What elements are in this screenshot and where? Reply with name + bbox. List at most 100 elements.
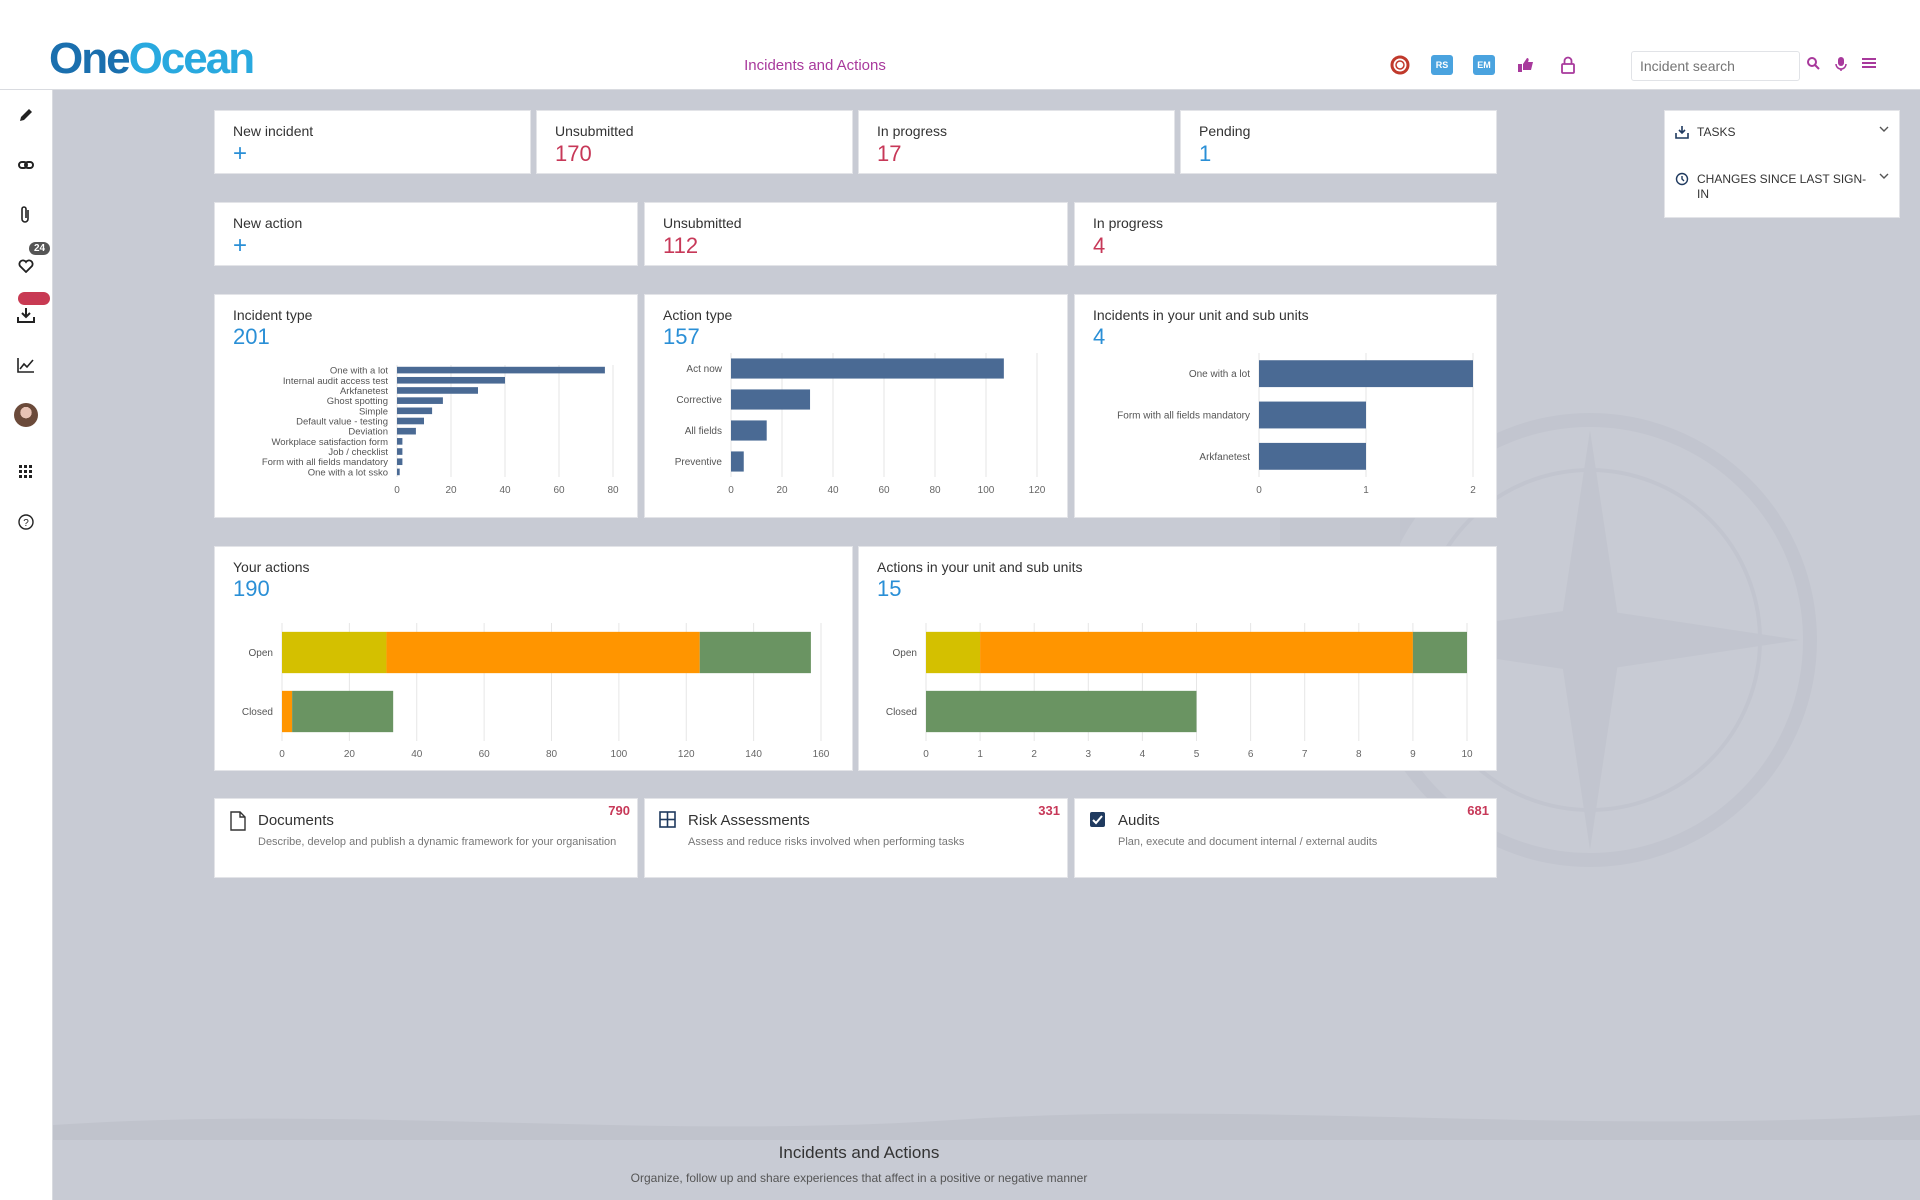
oneocean-logo[interactable]: OneOcean: [49, 34, 255, 83]
pending-incidents-value: 1: [1199, 141, 1212, 166]
sidebar-item-links[interactable]: [13, 152, 39, 178]
sidebar-item-favorites[interactable]: 24: [13, 242, 51, 278]
risk-assessments-module-card[interactable]: Risk Assessments Assess and reduce risks…: [644, 798, 1068, 878]
action-type-chart: 0 20 40 60 80 100 120 Act now Corrective All fiel…: [675, 353, 1046, 496]
unit-incidents-title: Incidents in your unit and sub units: [1093, 307, 1309, 323]
risk-assessments-count: 331: [1038, 803, 1060, 818]
sidebar-item-attachments[interactable]: [13, 202, 39, 228]
x-tick-label: 60: [553, 485, 565, 496]
action-type-title: Action type: [663, 307, 733, 323]
category-label: One with a lot: [330, 366, 388, 377]
microphone-icon[interactable]: [1834, 56, 1848, 77]
x-tick-label: 80: [546, 749, 558, 760]
category-label: Arkfanetest: [340, 386, 388, 397]
category-label: Form with all fields mandatory: [1117, 411, 1250, 422]
sidebar-item-statistics[interactable]: [13, 352, 39, 378]
thumbs-icon[interactable]: [1514, 53, 1538, 77]
new-action-card[interactable]: New action +: [214, 202, 638, 266]
favorites-count-badge: 24: [29, 242, 51, 255]
your-actions-chart: 0 20 40 60 80 100 120 140 160 Open Closed: [242, 623, 830, 760]
documents-count: 790: [608, 803, 630, 818]
unsubmitted-actions-card[interactable]: Unsubmitted 112: [644, 202, 1068, 266]
x-tick-label: 2: [1031, 749, 1037, 760]
incident-type-title: Incident type: [233, 307, 313, 323]
sidebar-item-profile[interactable]: [13, 402, 39, 428]
history-icon: [1675, 172, 1689, 186]
x-tick-label: 60: [479, 749, 491, 760]
changes-section-toggle[interactable]: CHANGES SINCE LAST SIGN-IN: [1675, 172, 1889, 202]
category-label: Form with all fields mandatory: [262, 457, 388, 468]
category-label: Internal audit access test: [283, 376, 388, 387]
bar: [397, 448, 403, 455]
x-tick-label: 20: [445, 485, 457, 496]
bar: [397, 468, 400, 476]
inprogress-actions-value: 4: [1093, 233, 1106, 258]
bar: [397, 387, 478, 394]
menu-icon[interactable]: [1862, 56, 1876, 77]
x-tick-label: 160: [813, 749, 830, 760]
bar: [926, 631, 981, 674]
incident-search-input[interactable]: [1631, 51, 1800, 81]
unsubmitted-incidents-card[interactable]: Unsubmitted 170: [536, 110, 853, 174]
pending-incidents-card[interactable]: Pending 1: [1180, 110, 1497, 174]
x-tick-label: 9: [1410, 749, 1416, 760]
category-label: Job / checklist: [328, 447, 388, 458]
pending-incidents-label: Pending: [1199, 123, 1251, 139]
category-label: One with a lot ssko: [308, 467, 388, 478]
search-icon[interactable]: [1806, 56, 1820, 77]
footer-title: Incidents and Actions: [778, 1143, 940, 1162]
changes-since-last-signin-label: CHANGES SINCE LAST SIGN-IN: [1697, 172, 1867, 201]
lifebuoy-icon[interactable]: [1388, 53, 1412, 77]
unit-incidents-card[interactable]: Incidents in your unit and sub units 4 0…: [1074, 294, 1497, 518]
documents-module-card[interactable]: Documents Describe, develop and publish …: [214, 798, 638, 878]
bar: [397, 458, 403, 466]
lock-icon[interactable]: [1556, 53, 1580, 77]
your-actions-card[interactable]: Your actions 190 0 20 40 60 80 100 120 140 160 Op…: [214, 546, 853, 771]
documents-title: Documents: [258, 812, 334, 829]
x-tick-label: 2: [1470, 485, 1476, 496]
inprogress-incidents-card[interactable]: In progress 17: [858, 110, 1175, 174]
bar: [1259, 401, 1366, 429]
sidebar-item-help[interactable]: ?: [13, 509, 39, 535]
new-incident-label: New incident: [233, 123, 314, 139]
bar: [1412, 631, 1467, 674]
bar: [282, 690, 293, 733]
category-label: Deviation: [348, 427, 388, 438]
bar: [397, 417, 424, 425]
x-tick-label: 80: [929, 485, 941, 496]
x-tick-label: 1: [1363, 485, 1369, 496]
x-tick-label: 7: [1302, 749, 1308, 760]
incident-type-count: 201: [233, 324, 270, 349]
category-label: Ghost spotting: [327, 396, 388, 407]
your-actions-title: Your actions: [233, 559, 310, 575]
sidebar-item-new[interactable]: [13, 102, 39, 128]
category-label: Arkfanetest: [1199, 452, 1250, 463]
tasks-section-toggle[interactable]: TASKS: [1675, 125, 1889, 140]
action-type-card[interactable]: Action type 157 0 20 40 60 80 100 120 Act now Co…: [644, 294, 1068, 518]
user-badge-rs[interactable]: RS: [1430, 53, 1454, 77]
x-tick-label: 40: [499, 485, 511, 496]
sidebar-item-apps[interactable]: [13, 459, 39, 485]
sidebar-item-inbox[interactable]: 2077: [13, 292, 51, 328]
bar: [386, 631, 700, 674]
new-incident-card[interactable]: New incident +: [214, 110, 531, 174]
svg-text:?: ?: [23, 518, 29, 529]
new-incident-plus-icon[interactable]: +: [233, 140, 248, 167]
footer-subtitle: Organize, follow up and share experience…: [630, 1171, 1088, 1185]
avatar: [14, 403, 38, 427]
pen-icon: [20, 109, 32, 121]
category-label: Default value - testing: [296, 417, 388, 428]
bar: [397, 438, 403, 445]
audits-module-card[interactable]: Audits Plan, execute and document intern…: [1074, 798, 1497, 878]
unsubmitted-actions-label: Unsubmitted: [663, 215, 742, 231]
incident-type-card[interactable]: Incident type 201 0 20 40 60 80 One with a lo…: [214, 294, 638, 518]
new-action-plus-icon[interactable]: +: [233, 232, 248, 259]
user-badge-em[interactable]: EM: [1472, 53, 1496, 77]
inprogress-actions-card[interactable]: In progress 4: [1074, 202, 1497, 266]
wave-decoration: [53, 1113, 1920, 1140]
category-label: All fields: [685, 426, 722, 437]
your-actions-count: 190: [233, 576, 270, 601]
x-tick-label: 0: [394, 485, 400, 496]
bar: [926, 690, 1197, 733]
